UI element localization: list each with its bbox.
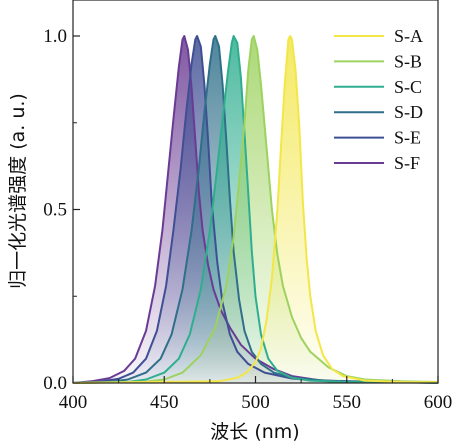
- legend-label-s-c: S-C: [394, 77, 422, 97]
- series-line-s-e: [72, 35, 439, 384]
- series-line-s-d: [72, 35, 439, 384]
- x-axis-label: 波长 (nm): [210, 421, 299, 443]
- legend: S-A S-B S-C S-D S-E S-F: [334, 26, 423, 173]
- legend-label-s-a: S-A: [394, 26, 423, 46]
- series-line-s-f: [72, 35, 439, 384]
- y-axis-label: 归一化光谱强度 (a. u.): [7, 93, 29, 289]
- x-tick-label: 400: [59, 392, 88, 413]
- legend-label-s-d: S-D: [394, 102, 423, 122]
- y-tick-label: 1.0: [43, 26, 67, 47]
- x-tick-label: 600: [424, 392, 453, 413]
- series-line-s-b: [72, 35, 439, 384]
- fill-s-b: [73, 36, 438, 383]
- legend-label-s-f: S-F: [394, 153, 420, 173]
- legend-label-s-b: S-B: [394, 51, 422, 71]
- y-tick-label: 0.5: [43, 200, 67, 221]
- x-tick-label: 550: [333, 392, 362, 413]
- y-tick-label: 0.0: [43, 373, 67, 394]
- x-axis: 400 450 500 550 600: [59, 376, 453, 413]
- legend-label-s-e: S-E: [394, 128, 421, 148]
- x-tick-label: 500: [241, 392, 270, 413]
- curve-fills: [73, 36, 438, 383]
- x-tick-label: 450: [150, 392, 179, 413]
- series-line-s-c: [72, 35, 439, 384]
- y-axis: 0.0 0.5 1.0: [43, 26, 80, 394]
- curve-lines: [72, 35, 439, 384]
- series-line-s-a: [72, 35, 439, 384]
